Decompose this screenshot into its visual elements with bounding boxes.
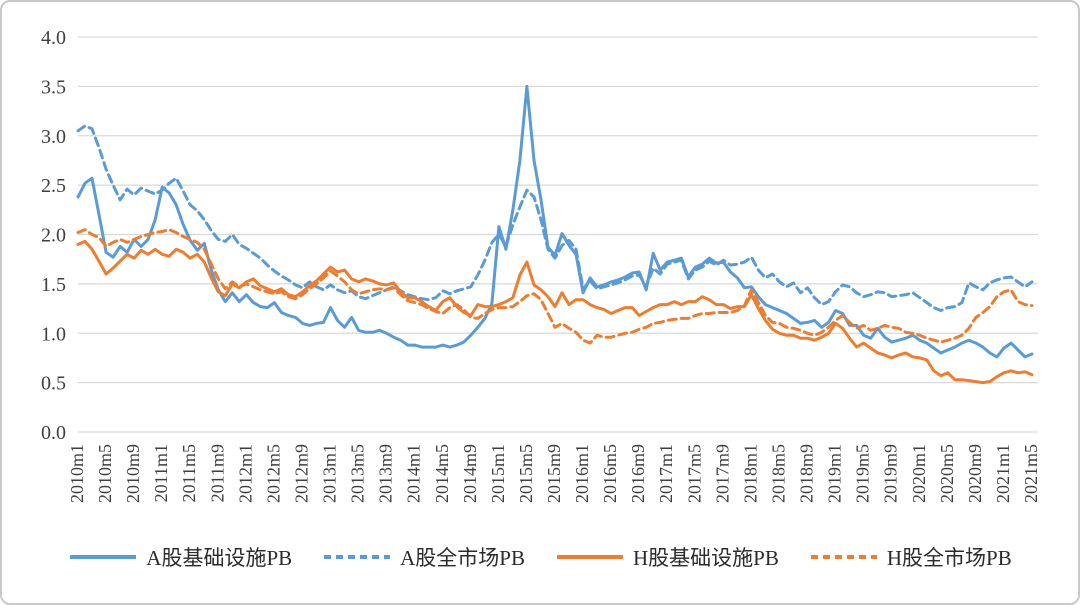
x-axis-tick-label: 2013m5 <box>348 444 368 503</box>
x-axis-tick-label: 2010m1 <box>67 444 87 503</box>
chart-legend: A股基础设施PB A股全市场PB H股基础设施PB H股全市场PB <box>2 542 1078 572</box>
x-axis-tick-label: 2013m1 <box>320 444 340 503</box>
x-axis-tick-label: 2015m5 <box>516 444 536 503</box>
legend-label: H股全市场PB <box>886 546 1012 570</box>
x-axis-tick-label: 2012m1 <box>235 444 255 503</box>
x-axis-tick-label: 2012m5 <box>263 444 283 503</box>
x-axis-tick-label: 2019m5 <box>853 444 873 503</box>
x-axis-tick-label: 2011m5 <box>179 444 199 502</box>
x-axis-tick-label: 2013m9 <box>376 444 396 503</box>
series-line-dashed <box>76 124 1034 312</box>
legend-line-sample-solid <box>70 555 137 559</box>
legend-label: A股基础设施PB <box>146 546 293 570</box>
x-axis-tick-label: 2010m5 <box>95 444 115 503</box>
series-line-solid <box>76 239 1034 385</box>
series-line-solid <box>76 84 1034 359</box>
legend-item: H股全市场PB <box>809 542 1012 572</box>
legend-line-sample-solid <box>557 555 623 559</box>
x-axis-tick-label: 2015m9 <box>544 444 564 503</box>
x-axis-tick-label: 2014m1 <box>404 444 424 503</box>
x-axis-tick-label: 2019m9 <box>881 444 901 503</box>
y-axis-tick-label: 2.5 <box>41 175 66 197</box>
x-axis-tick-label: 2020m9 <box>965 444 985 503</box>
x-axis-tick-label: 2010m9 <box>123 444 143 503</box>
legend-label: H股基础设施PB <box>633 546 779 570</box>
x-axis-tick-label: 2020m5 <box>937 444 957 503</box>
x-axis-tick-label: 2016m1 <box>572 444 592 503</box>
x-axis-tick-label: 2021m5 <box>1021 444 1041 503</box>
y-axis-tick-label: 0.0 <box>41 422 66 444</box>
x-axis-tick-label: 2011m9 <box>207 444 227 502</box>
x-axis-tick-label: 2021m1 <box>993 444 1013 503</box>
y-axis-tick-label: 3.0 <box>41 126 66 148</box>
pb-ratio-line-chart: 0.0 0.5 1.0 1.5 2.0 2.5 3.0 3.5 4.0 2010m1 2010m5 2… <box>41 27 1041 503</box>
y-axis-tick-label: 2.0 <box>41 225 66 247</box>
y-axis-tick-label: 1.0 <box>41 323 66 345</box>
x-axis-tick-label: 2019m1 <box>825 444 845 503</box>
x-axis-tick-label: 2018m9 <box>797 444 817 503</box>
y-axis-tick-label: 0.5 <box>41 373 66 395</box>
legend-item: A股基础设施PB <box>68 542 292 572</box>
x-axis-tick-label: 2020m1 <box>909 444 929 503</box>
legend-line-sample-dashed <box>810 555 877 559</box>
x-axis-tick-label: 2018m5 <box>768 444 788 503</box>
x-axis-tick-label: 2017m5 <box>684 444 704 503</box>
x-axis-tick-label: 2012m9 <box>291 444 311 503</box>
y-axis-tick-label: 1.5 <box>41 274 66 296</box>
y-axis-tick-label: 3.5 <box>41 76 66 98</box>
series-line-dashed <box>76 228 1034 345</box>
legend-line-sample-dashed <box>324 555 391 559</box>
legend-item: A股全市场PB <box>322 542 525 572</box>
x-axis-tick-label: 2017m1 <box>656 444 676 503</box>
x-axis-tick-label: 2017m9 <box>712 444 732 503</box>
x-axis-tick-label: 2014m9 <box>460 444 480 503</box>
x-axis-tick-label: 2014m5 <box>432 444 452 503</box>
x-axis-tick-label: 2011m1 <box>151 444 171 502</box>
legend-label: A股全市场PB <box>400 546 525 570</box>
y-axis-tick-label: 4.0 <box>41 27 66 49</box>
x-axis-tick-label: 2016m5 <box>600 444 620 503</box>
legend-item: H股基础设施PB <box>555 542 779 572</box>
x-axis-tick-label: 2015m1 <box>488 444 508 503</box>
x-axis-tick-label: 2016m9 <box>628 444 648 503</box>
x-axis-tick-label: 2018m1 <box>740 444 760 503</box>
